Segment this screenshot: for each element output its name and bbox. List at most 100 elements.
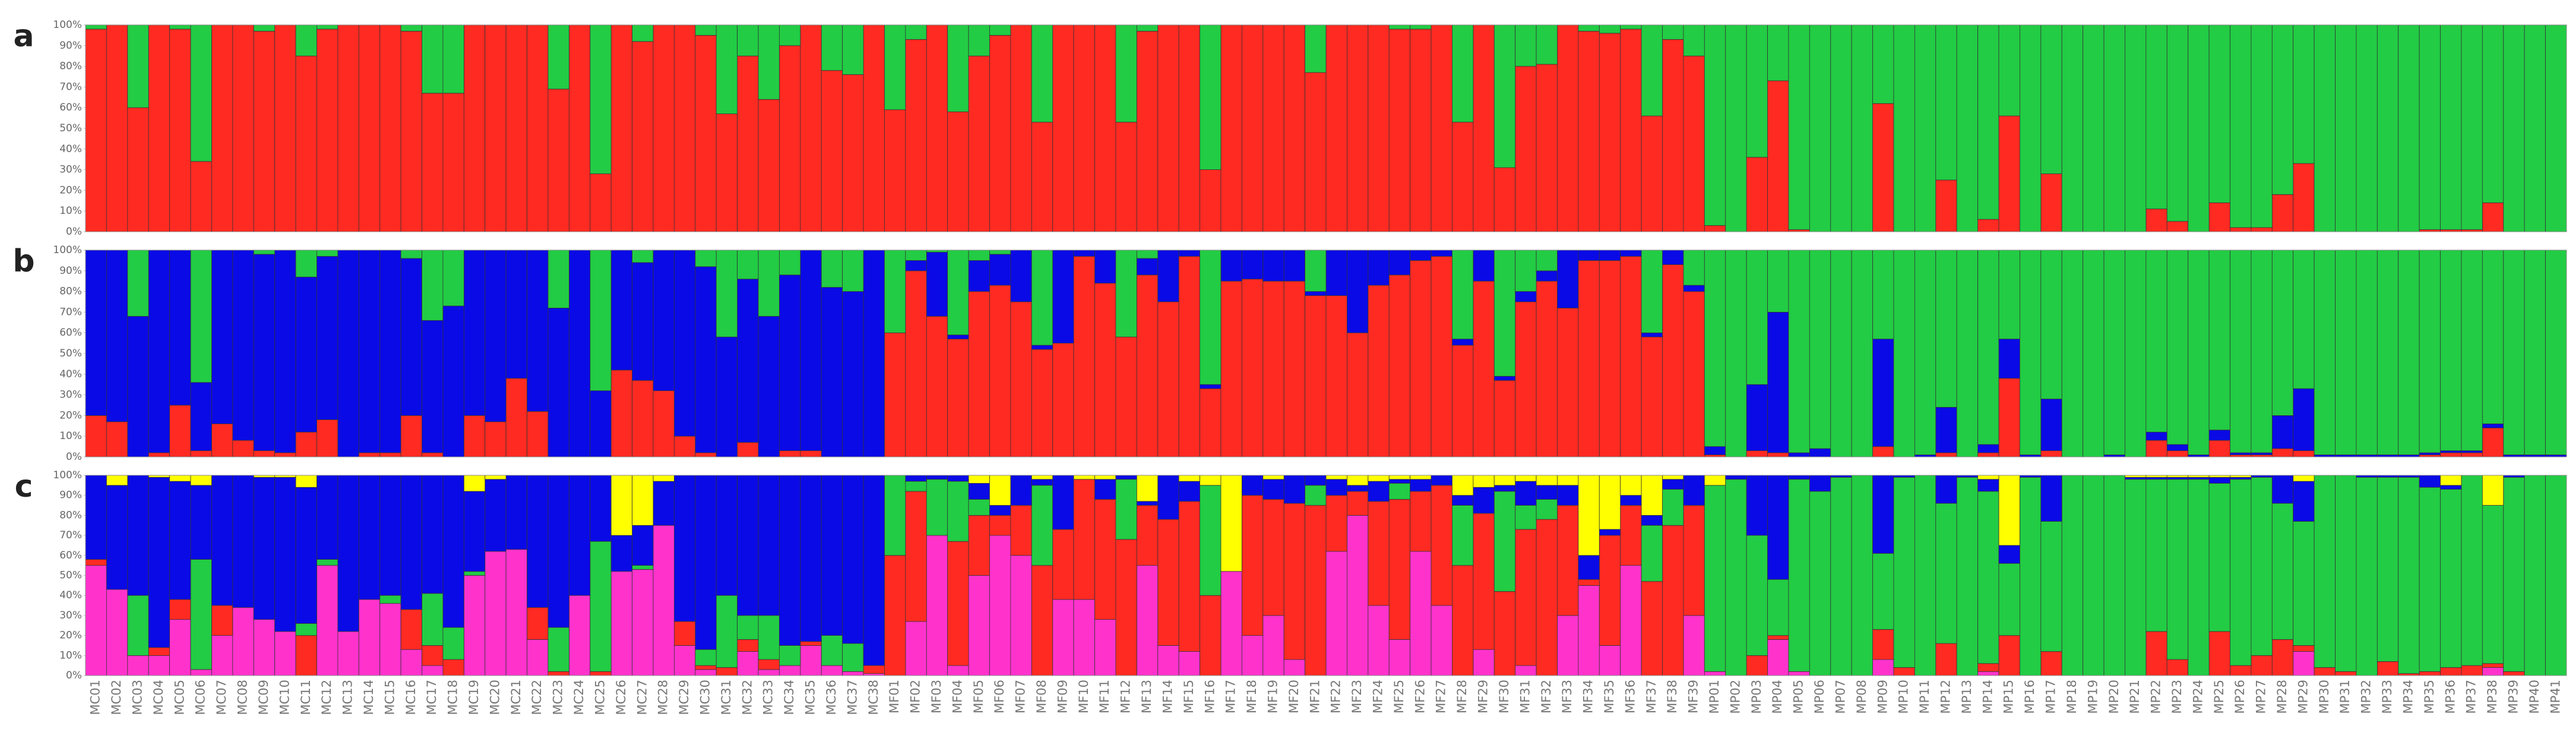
bar-segment [1599, 535, 1621, 646]
bar-segment [2461, 229, 2483, 232]
x-tick-label: MF38 [1665, 680, 1679, 714]
bar-segment [1788, 452, 1810, 457]
bar-segment [358, 599, 381, 676]
bar-segment [337, 24, 359, 232]
bar-segment [2524, 24, 2546, 232]
x-tick-label: MP02 [1728, 680, 1742, 714]
panel-label: b [12, 244, 34, 279]
bar-segment [2166, 479, 2189, 660]
bar-segment [2271, 415, 2294, 449]
bar-segment [2145, 24, 2167, 210]
x-tick-label: MP08 [1855, 680, 1869, 714]
bar-segment [1388, 639, 1411, 676]
bar-segment [422, 93, 444, 232]
x-tick-label: MC27 [635, 680, 649, 715]
bar-segment [485, 24, 507, 232]
bar-segment [568, 250, 591, 457]
bar-segment [1704, 24, 1726, 226]
bar-segment [1493, 491, 1516, 592]
bar-segment [1515, 301, 1537, 457]
bar-segment [1872, 103, 1894, 232]
bar-segment [1283, 659, 1305, 676]
bar-segment [2020, 476, 2042, 676]
bar-segment [127, 655, 149, 676]
bar-segment [1662, 24, 1684, 40]
bar-segment [485, 475, 507, 480]
bar-segment [169, 619, 191, 676]
x-tick-label: MP18 [2065, 680, 2079, 714]
bar-segment [1683, 505, 1705, 616]
bar-segment [737, 651, 759, 676]
bar-segment [1956, 24, 1979, 232]
bar-segment [505, 24, 527, 232]
bar-segment [1788, 479, 1810, 672]
bar-segment [505, 549, 527, 676]
x-tick-label: MC17 [425, 680, 439, 715]
x-tick-label: MF12 [1119, 680, 1133, 714]
bar-segment [947, 665, 969, 676]
x-tick-label: MP23 [2170, 680, 2184, 714]
bar-segment [1325, 475, 1347, 480]
bar-segment [463, 415, 486, 457]
x-tick-label: MC04 [151, 680, 166, 715]
x-tick-label: MC11 [299, 680, 313, 715]
bar-segment [400, 609, 422, 650]
y-tick-label: 70% [59, 306, 82, 318]
bar-segment [1998, 378, 2020, 457]
bar-segment [2271, 448, 2294, 457]
bar-segment [295, 431, 317, 457]
bar-segment [1536, 24, 1558, 65]
bar-segment [926, 252, 948, 317]
bar-segment [884, 109, 906, 232]
bar-segment [1368, 250, 1390, 286]
bar-segment [253, 475, 276, 478]
bar-segment [1788, 229, 1810, 232]
bar-segment [653, 390, 675, 457]
bar-segment [1851, 475, 1873, 676]
bar-segment [989, 505, 1011, 516]
bar-segment [1935, 643, 1957, 676]
bar-segment [127, 24, 149, 108]
bar-segment [968, 291, 990, 457]
x-tick-label: MC36 [824, 680, 838, 715]
bar-segment [1410, 24, 1432, 30]
bar-segment [2440, 229, 2462, 232]
x-tick-label: MP33 [2380, 680, 2394, 714]
bar-segment [2230, 479, 2252, 666]
bar-segment [1704, 485, 1726, 672]
bar-segment [1368, 475, 1390, 482]
bar-segment [2208, 430, 2230, 441]
bar-segment [632, 262, 654, 381]
bar-segment [2398, 250, 2420, 455]
bar-segment [2230, 455, 2252, 457]
bar-segment [442, 627, 464, 660]
bar-segment [1515, 291, 1537, 302]
bar-segment [1746, 475, 1768, 536]
bar-segment [590, 671, 612, 676]
bar-segment [127, 250, 149, 317]
bar-segment [2440, 489, 2462, 668]
x-tick-label: MC34 [782, 680, 796, 715]
bar-segment [1641, 581, 1663, 676]
x-tick-label: MC05 [172, 680, 186, 715]
bar-segment [548, 250, 569, 308]
bar-segment [2166, 659, 2189, 676]
bar-segment [2398, 455, 2420, 457]
x-tick-label: MP40 [2527, 680, 2542, 714]
x-tick-label: MP31 [2338, 680, 2352, 714]
y-tick-label: 80% [59, 509, 82, 521]
bar-segment [2524, 475, 2546, 676]
bar-segment [1115, 479, 1137, 540]
bar-segment [148, 655, 170, 676]
bar-segment [1641, 525, 1663, 582]
bar-segment [2293, 250, 2315, 389]
bar-segment [2335, 475, 2357, 672]
bar-segment [926, 475, 948, 480]
bar-segment [1956, 475, 1979, 478]
bar-segment [1157, 24, 1179, 232]
bar-segment [1178, 250, 1200, 257]
bar-segment [2461, 24, 2483, 230]
bar-segment [2419, 229, 2441, 232]
bar-segment [989, 35, 1011, 232]
bar-segment [1935, 475, 1957, 504]
